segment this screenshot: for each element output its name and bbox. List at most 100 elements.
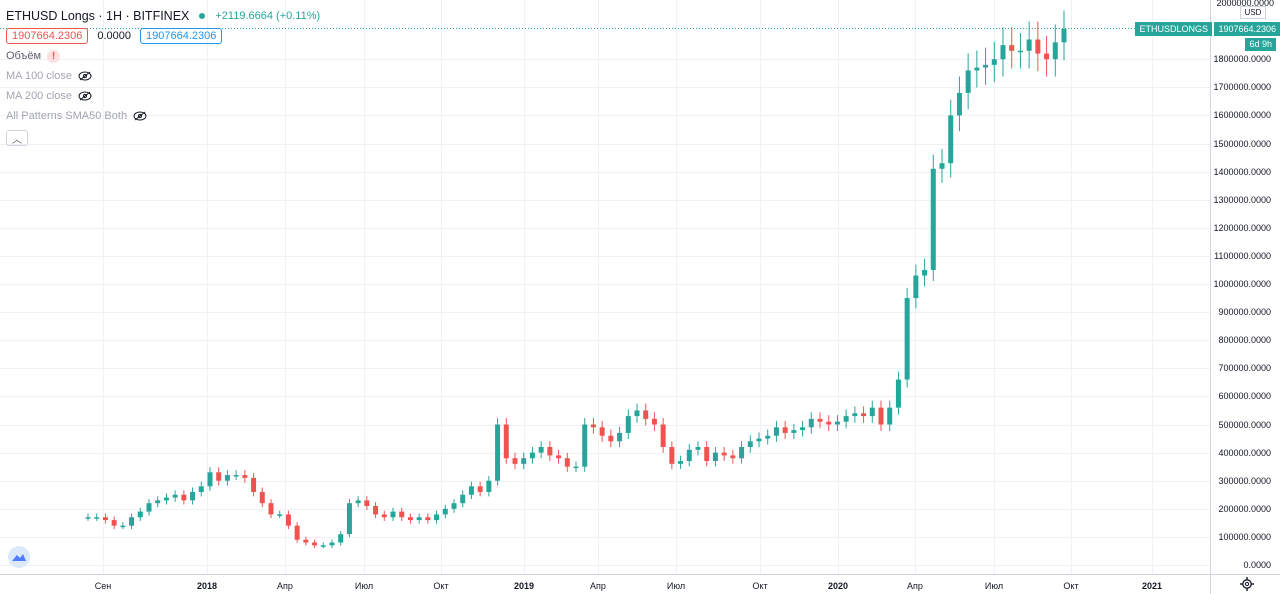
time-tick: Окт xyxy=(752,581,768,591)
candle xyxy=(564,458,570,467)
price-tick: 400000.0000 xyxy=(1218,447,1271,458)
indicator-ma100[interactable]: MA 100 close xyxy=(6,66,320,86)
candle xyxy=(529,452,535,459)
time-tick: Сен xyxy=(94,581,112,591)
last-price-flag: 1907664.2306 xyxy=(1214,22,1280,36)
candle xyxy=(782,427,788,433)
candle xyxy=(477,486,483,492)
candle xyxy=(651,418,657,425)
price-tick: 0.0000 xyxy=(1243,559,1271,570)
candle xyxy=(486,480,492,492)
candle xyxy=(85,517,91,519)
eye-hidden-icon[interactable] xyxy=(78,91,92,101)
candle xyxy=(390,511,396,518)
candle xyxy=(1017,50,1023,53)
indicator-ma200[interactable]: MA 200 close xyxy=(6,86,320,106)
price-tick: 1100000.0000 xyxy=(1214,250,1271,261)
candle xyxy=(538,446,544,453)
candle xyxy=(834,421,840,425)
candle xyxy=(285,514,291,526)
candle xyxy=(678,461,684,464)
collapse-legend-button[interactable]: ︿ xyxy=(6,130,28,146)
candle xyxy=(991,59,997,65)
candle xyxy=(904,298,910,380)
candle xyxy=(861,413,867,417)
candle xyxy=(495,424,501,481)
candle xyxy=(1061,28,1067,43)
candle xyxy=(634,410,640,417)
candle xyxy=(939,163,945,169)
candle xyxy=(826,421,832,425)
price-tick: 500000.0000 xyxy=(1218,419,1271,430)
candle xyxy=(381,514,387,518)
candle xyxy=(442,508,448,515)
symbol-title[interactable]: ETHUSD Longs · 1H · BITFINEX xyxy=(6,9,190,23)
candle xyxy=(739,446,745,459)
candle xyxy=(425,517,431,521)
currency-label[interactable]: USD xyxy=(1240,6,1266,19)
eye-hidden-icon[interactable] xyxy=(78,71,92,81)
candle xyxy=(137,511,143,518)
candle xyxy=(747,441,753,447)
legend-header: ETHUSD Longs · 1H · BITFINEX +2119.6664 … xyxy=(6,6,320,26)
candle xyxy=(712,452,718,462)
candle xyxy=(965,70,971,93)
candle xyxy=(111,520,117,526)
price-tick: 1000000.0000 xyxy=(1213,278,1271,289)
candle xyxy=(1026,39,1032,51)
price-tick: 100000.0000 xyxy=(1218,531,1271,542)
time-tick: Окт xyxy=(1063,581,1079,591)
candle xyxy=(338,534,344,543)
candle xyxy=(181,494,187,501)
price-tick: 1400000.0000 xyxy=(1213,166,1271,177)
candle xyxy=(852,413,858,417)
price-tick: 300000.0000 xyxy=(1218,475,1271,486)
chevron-up-icon: ︿ xyxy=(12,134,22,146)
indicator-volume[interactable]: Объём ! xyxy=(6,46,320,66)
eye-hidden-icon[interactable] xyxy=(133,111,147,121)
time-tick: 2021 xyxy=(1141,581,1163,591)
gear-icon[interactable] xyxy=(1240,577,1254,591)
candle xyxy=(512,458,518,464)
candle xyxy=(329,542,335,546)
candle xyxy=(669,446,675,464)
warning-icon[interactable]: ! xyxy=(47,49,61,63)
bar-countdown: 6d 9h xyxy=(1245,38,1276,51)
candle xyxy=(704,446,710,462)
legend-values: 1907664.2306 0.0000 1907664.2306 xyxy=(6,26,320,46)
candle xyxy=(660,424,666,447)
candle xyxy=(407,517,413,521)
tradingview-logo-icon[interactable] xyxy=(8,546,30,568)
price-tick: 800000.0000 xyxy=(1218,334,1271,345)
time-tick: Июл xyxy=(984,581,1004,591)
candle xyxy=(730,455,736,459)
candle xyxy=(599,427,605,436)
candle xyxy=(773,427,779,436)
candle xyxy=(399,511,405,518)
candle xyxy=(224,475,230,481)
indicator-patterns[interactable]: All Patterns SMA50 Both xyxy=(6,106,320,126)
candle xyxy=(1000,45,1006,60)
candle xyxy=(765,435,771,439)
candle xyxy=(843,416,849,422)
candle xyxy=(233,475,239,477)
candle xyxy=(582,424,588,467)
candle xyxy=(129,517,135,526)
candle xyxy=(346,503,352,535)
time-tick: 2018 xyxy=(196,581,218,591)
candle xyxy=(887,407,893,425)
grid xyxy=(0,0,1210,574)
candle xyxy=(163,497,169,501)
candle xyxy=(242,475,248,478)
candle xyxy=(198,486,204,492)
candle xyxy=(216,472,222,481)
price-tick: 1700000.0000 xyxy=(1213,81,1271,92)
candle xyxy=(800,427,806,431)
candle xyxy=(451,503,457,509)
candle xyxy=(460,494,466,504)
candle xyxy=(608,435,614,442)
candle xyxy=(983,64,989,68)
candle xyxy=(556,455,562,459)
time-tick: Апр xyxy=(590,581,606,591)
